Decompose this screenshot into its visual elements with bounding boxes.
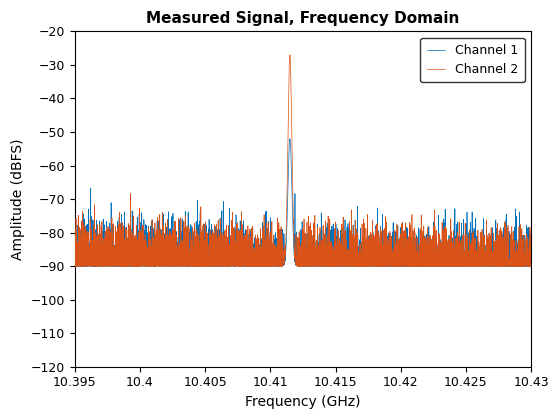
- Channel 1: [524, 249, 531, 254]
- Channel 2: [180, 253, 186, 258]
- Channel 2: [182, 255, 189, 260]
- Channel 2: [178, 263, 184, 268]
- Channel 2: [72, 263, 78, 268]
- Line: Channel 2: Channel 2: [75, 55, 531, 266]
- Channel 1: [287, 136, 293, 141]
- Channel 2: [528, 259, 534, 264]
- Channel 2: [524, 263, 531, 268]
- Channel 2: [276, 263, 283, 268]
- Line: Channel 1: Channel 1: [75, 139, 531, 266]
- Channel 1: [244, 241, 250, 246]
- Channel 1: [528, 263, 534, 268]
- Title: Measured Signal, Frequency Domain: Measured Signal, Frequency Domain: [146, 11, 460, 26]
- Channel 1: [72, 248, 78, 253]
- Channel 1: [72, 263, 79, 268]
- Channel 1: [182, 250, 189, 255]
- Channel 1: [178, 263, 184, 268]
- Channel 1: [180, 219, 186, 224]
- Channel 2: [244, 263, 250, 268]
- Legend: Channel 1, Channel 2: Channel 1, Channel 2: [421, 38, 525, 82]
- Channel 2: [287, 52, 293, 58]
- Channel 1: [276, 252, 283, 257]
- X-axis label: Frequency (GHz): Frequency (GHz): [245, 395, 361, 409]
- Y-axis label: Amplitude (dBFS): Amplitude (dBFS): [11, 138, 25, 260]
